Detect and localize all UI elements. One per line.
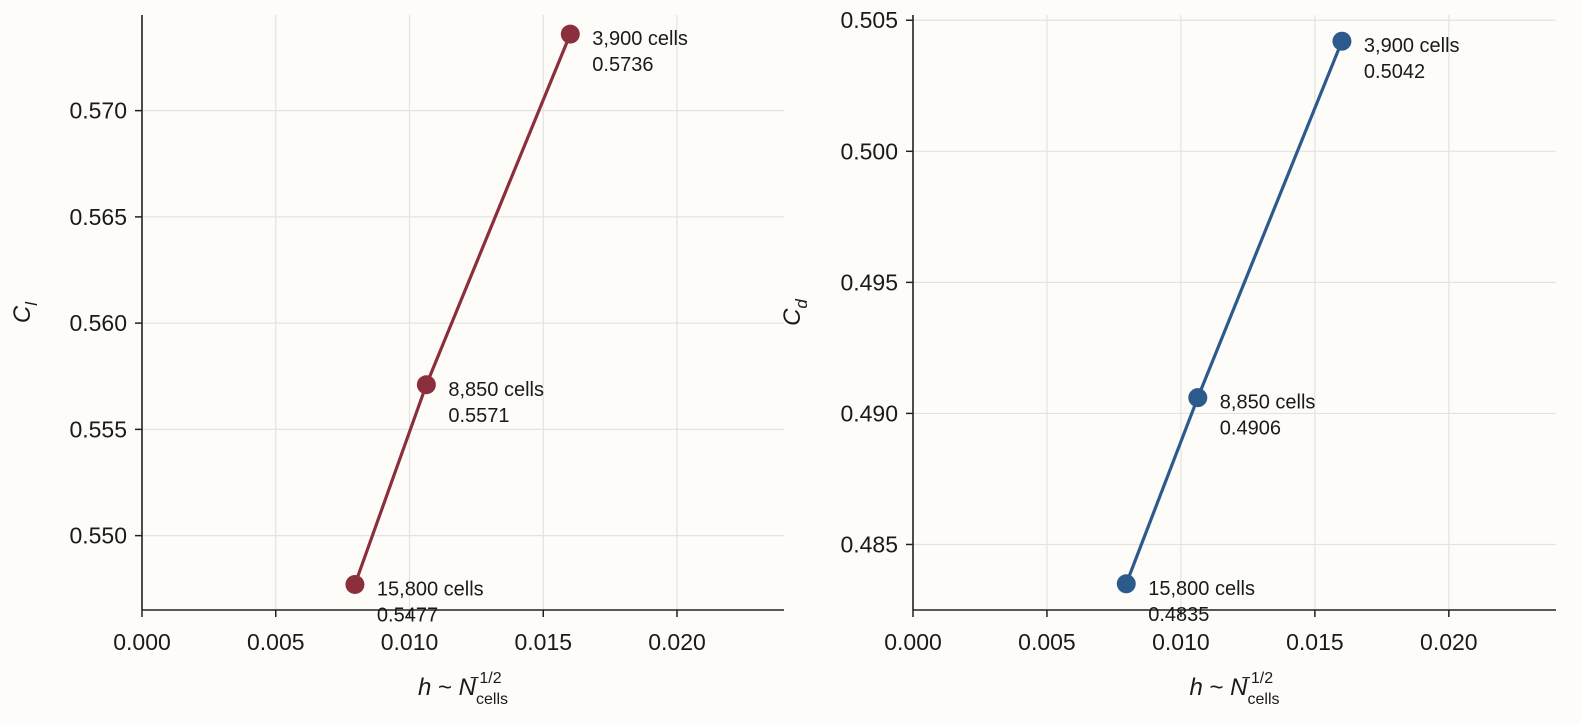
point-cells-label: 3,900 cells: [592, 28, 688, 50]
x-tick-label: 0.005: [1018, 629, 1076, 655]
point-cells-label: 15,800 cells: [1148, 578, 1255, 600]
data-point: [1188, 388, 1208, 408]
x-tick-label: 0.020: [648, 629, 706, 655]
y-axis-label: Cd: [779, 299, 811, 326]
y-tick-label: 0.570: [69, 98, 127, 124]
x-tick-label: 0.005: [247, 629, 305, 655]
y-axis-label: Cl: [9, 301, 41, 323]
data-point: [1116, 574, 1136, 594]
x-tick-label: 0.000: [884, 629, 942, 655]
point-cells-label: 8,850 cells: [448, 379, 544, 401]
y-tick-label: 0.485: [840, 531, 898, 557]
x-tick-label: 0.015: [514, 629, 572, 655]
x-axis-label: h ~ Ncells−1/2: [1189, 670, 1279, 708]
point-cells-label: 3,900 cells: [1364, 35, 1460, 57]
y-tick-label: 0.490: [840, 400, 898, 426]
drag-coefficient-chart: 0.000 0.005 0.010 0.015 0.020 0.485 0.490 0.495…: [779, 7, 1556, 708]
series-line: [353, 33, 572, 586]
lift-coefficient-chart: 0.000 0.005 0.010 0.015 0.020 0.550 0.555 0.560…: [9, 15, 784, 708]
y-tick-label: 0.495: [840, 269, 898, 295]
data-point: [1332, 31, 1352, 51]
data-point: [560, 24, 580, 44]
x-tick-label: 0.015: [1286, 629, 1344, 655]
y-tick-label: 0.550: [69, 523, 127, 549]
point-value-label: 0.5042: [1364, 61, 1425, 83]
y-tick-label: 0.555: [69, 416, 127, 442]
point-value-label: 0.5571: [448, 405, 509, 427]
y-tick-label: 0.505: [840, 7, 898, 33]
point-value-label: 0.4835: [1148, 604, 1209, 626]
x-axis-label: h ~ Ncells−1/2: [418, 670, 508, 708]
point-value-label: 0.5477: [377, 605, 438, 627]
y-tick-label: 0.560: [69, 310, 127, 336]
point-cells-label: 15,800 cells: [377, 579, 484, 601]
x-tick-label: 0.010: [381, 629, 439, 655]
x-tick-label: 0.020: [1420, 629, 1478, 655]
point-cells-label: 8,850 cells: [1220, 392, 1316, 414]
point-value-label: 0.5736: [592, 54, 653, 76]
x-tick-label: 0.000: [113, 629, 171, 655]
y-tick-label: 0.565: [69, 204, 127, 230]
x-tick-label: 0.010: [1152, 629, 1210, 655]
series-line: [1124, 40, 1344, 585]
y-tick-label: 0.500: [840, 138, 898, 164]
data-point: [345, 575, 365, 594]
point-value-label: 0.4906: [1220, 418, 1281, 440]
data-point: [416, 375, 436, 395]
